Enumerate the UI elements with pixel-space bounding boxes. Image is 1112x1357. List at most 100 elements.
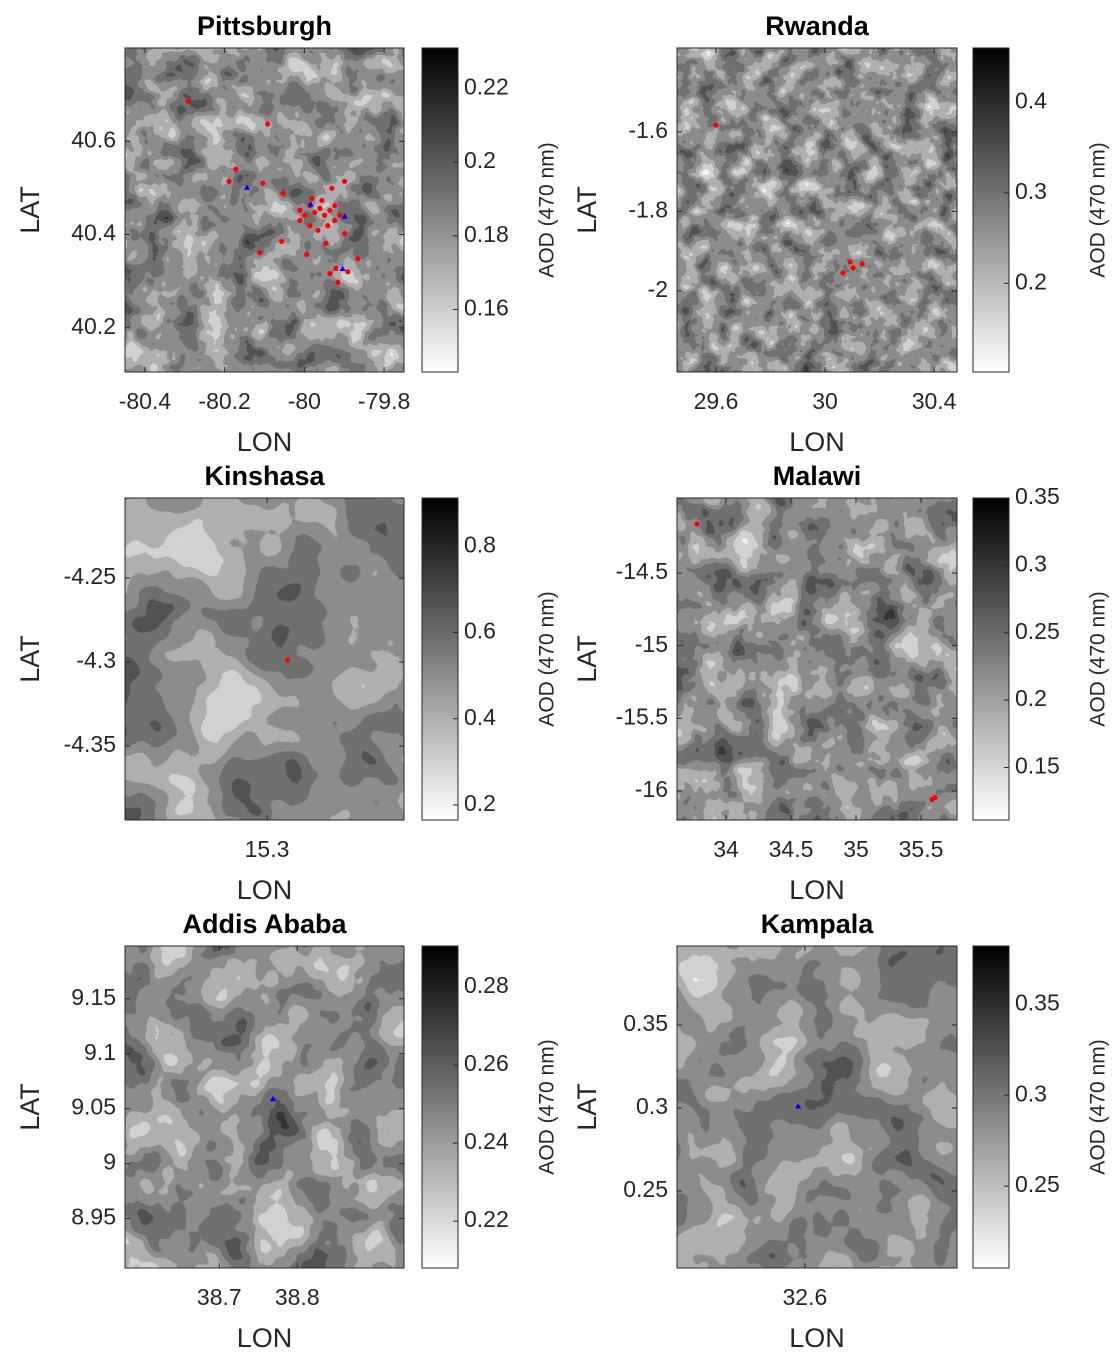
site-marker: [317, 205, 323, 211]
site-marker: [795, 1103, 802, 1109]
site-marker: [315, 227, 321, 233]
y-tick-label: -15: [635, 631, 668, 657]
colorbar-label: AOD (470 nm): [1087, 591, 1110, 726]
site-marker: [850, 265, 856, 271]
site-marker: [265, 121, 271, 127]
site-marker: [333, 265, 339, 272]
colorbar-tick-label: 0.28: [464, 972, 509, 998]
y-tick-label: 40.6: [71, 126, 116, 152]
site-marker: [185, 98, 191, 104]
site-marker: [304, 251, 310, 258]
colorbar-tick-label: 0.3: [1015, 1080, 1047, 1106]
x-tick-label: 30: [812, 388, 838, 414]
site-marker: [270, 1095, 277, 1102]
x-tick-label: 34.5: [769, 836, 814, 862]
y-tick-label: -4.35: [64, 731, 116, 757]
y-tick-label: -15.5: [616, 703, 668, 729]
colorbar-tick-label: 0.22: [464, 1206, 509, 1232]
panel: 32.6 0.25 0.3 0.35 Kampala LON LAT 0.25 0.3 0.35 A…: [572, 909, 1109, 1353]
field-texture: [125, 946, 404, 1268]
site-marker: [932, 794, 938, 801]
field-texture: [125, 48, 404, 372]
x-tick-label: -80: [288, 388, 321, 414]
colorbar-tick-label: 0.4: [1015, 87, 1047, 113]
y-tick-label: 9.15: [71, 984, 116, 1010]
field-texture: [125, 498, 404, 820]
colorbar-tick-label: 0.18: [464, 221, 509, 247]
site-marker: [332, 202, 338, 209]
y-tick-label: 8.95: [71, 1204, 116, 1230]
x-tick-label: 38.7: [197, 1284, 242, 1310]
panel: 15.3 -4.35 -4.3 -4.25 Kinshasa LON LAT 0.2 0.4 0.…: [15, 461, 558, 905]
y-tick-label: -1.6: [628, 117, 668, 143]
colorbar-label: AOD (470 nm): [536, 591, 559, 726]
y-axis-label: LAT: [15, 186, 45, 234]
plot-frame: [124, 47, 405, 373]
colorbar-tick-label: 0.15: [1015, 753, 1060, 779]
colorbar: [421, 47, 459, 373]
y-axis-label: LAT: [572, 1083, 602, 1131]
site-marker: [312, 209, 318, 216]
colorbar: [421, 497, 459, 821]
x-axis-label: LON: [789, 875, 845, 905]
site-marker: [337, 212, 343, 218]
x-tick-label: 30.4: [912, 388, 957, 414]
x-tick-label: -80.4: [119, 388, 172, 414]
y-tick-label: 0.35: [623, 1010, 668, 1036]
colorbar: [421, 945, 459, 1269]
site-marker: [713, 122, 719, 128]
colorbar-label: AOD (470 nm): [536, 142, 559, 277]
panel-title: Pittsburgh: [197, 11, 332, 41]
site-marker: [694, 521, 700, 527]
site-marker: [322, 212, 328, 218]
y-tick-label: -1.8: [628, 196, 668, 222]
x-axis-label: LON: [789, 1323, 845, 1353]
site-marker: [840, 270, 846, 276]
panel-title: Kampala: [761, 909, 875, 939]
colorbar: [972, 497, 1010, 821]
site-marker: [297, 217, 303, 224]
colorbar-label: AOD (470 nm): [1087, 1039, 1110, 1174]
y-tick-label: 40.2: [71, 313, 116, 339]
panel: 29.6 30 30.4 -2 -1.8 -1.6 Rwanda LON LAT 0.2 0.3 0.…: [572, 11, 1109, 457]
y-axis-label: LAT: [572, 186, 602, 234]
colorbar-tick-label: 0.4: [464, 704, 496, 730]
y-tick-label: 0.3: [636, 1093, 668, 1119]
site-marker: [226, 178, 232, 184]
colorbar-tick-label: 0.22: [464, 74, 509, 100]
panel-title: Addis Ababa: [182, 909, 347, 939]
colorbar: [972, 47, 1010, 373]
y-tick-label: 0.25: [623, 1176, 668, 1202]
y-tick-label: 40.4: [71, 220, 116, 246]
x-axis-label: LON: [237, 427, 293, 457]
x-axis-label: LON: [789, 427, 845, 457]
colorbar-tick-label: 0.25: [1015, 1171, 1060, 1197]
site-marker: [355, 256, 361, 262]
site-marker: [233, 166, 239, 172]
site-marker: [297, 207, 303, 213]
y-axis-label: LAT: [572, 635, 602, 683]
site-marker: [341, 213, 348, 219]
colorbar-tick-label: 0.35: [1015, 989, 1060, 1015]
x-tick-label: 29.6: [694, 388, 739, 414]
x-tick-label: 32.6: [782, 1284, 827, 1310]
site-marker: [345, 269, 351, 275]
site-marker: [329, 185, 335, 191]
site-marker: [307, 223, 313, 229]
site-marker: [859, 261, 865, 267]
x-axis-label: LON: [237, 875, 293, 905]
x-tick-label: -79.8: [358, 388, 410, 414]
site-marker: [257, 250, 263, 256]
plot-frame: [676, 497, 958, 821]
panel: 34 34.5 35 35.5 -16 -15.5 -15 -14.5 Malawi LON LAT…: [572, 461, 1109, 905]
plot-frame: [676, 47, 958, 373]
site-marker: [279, 238, 285, 245]
site-marker: [309, 195, 315, 202]
y-tick-label: -4.25: [64, 563, 116, 589]
site-marker: [325, 223, 331, 229]
field-texture: [677, 946, 957, 1268]
panel-title: Kinshasa: [204, 461, 325, 491]
colorbar-tick-label: 0.6: [464, 618, 496, 644]
site-marker: [280, 190, 286, 197]
